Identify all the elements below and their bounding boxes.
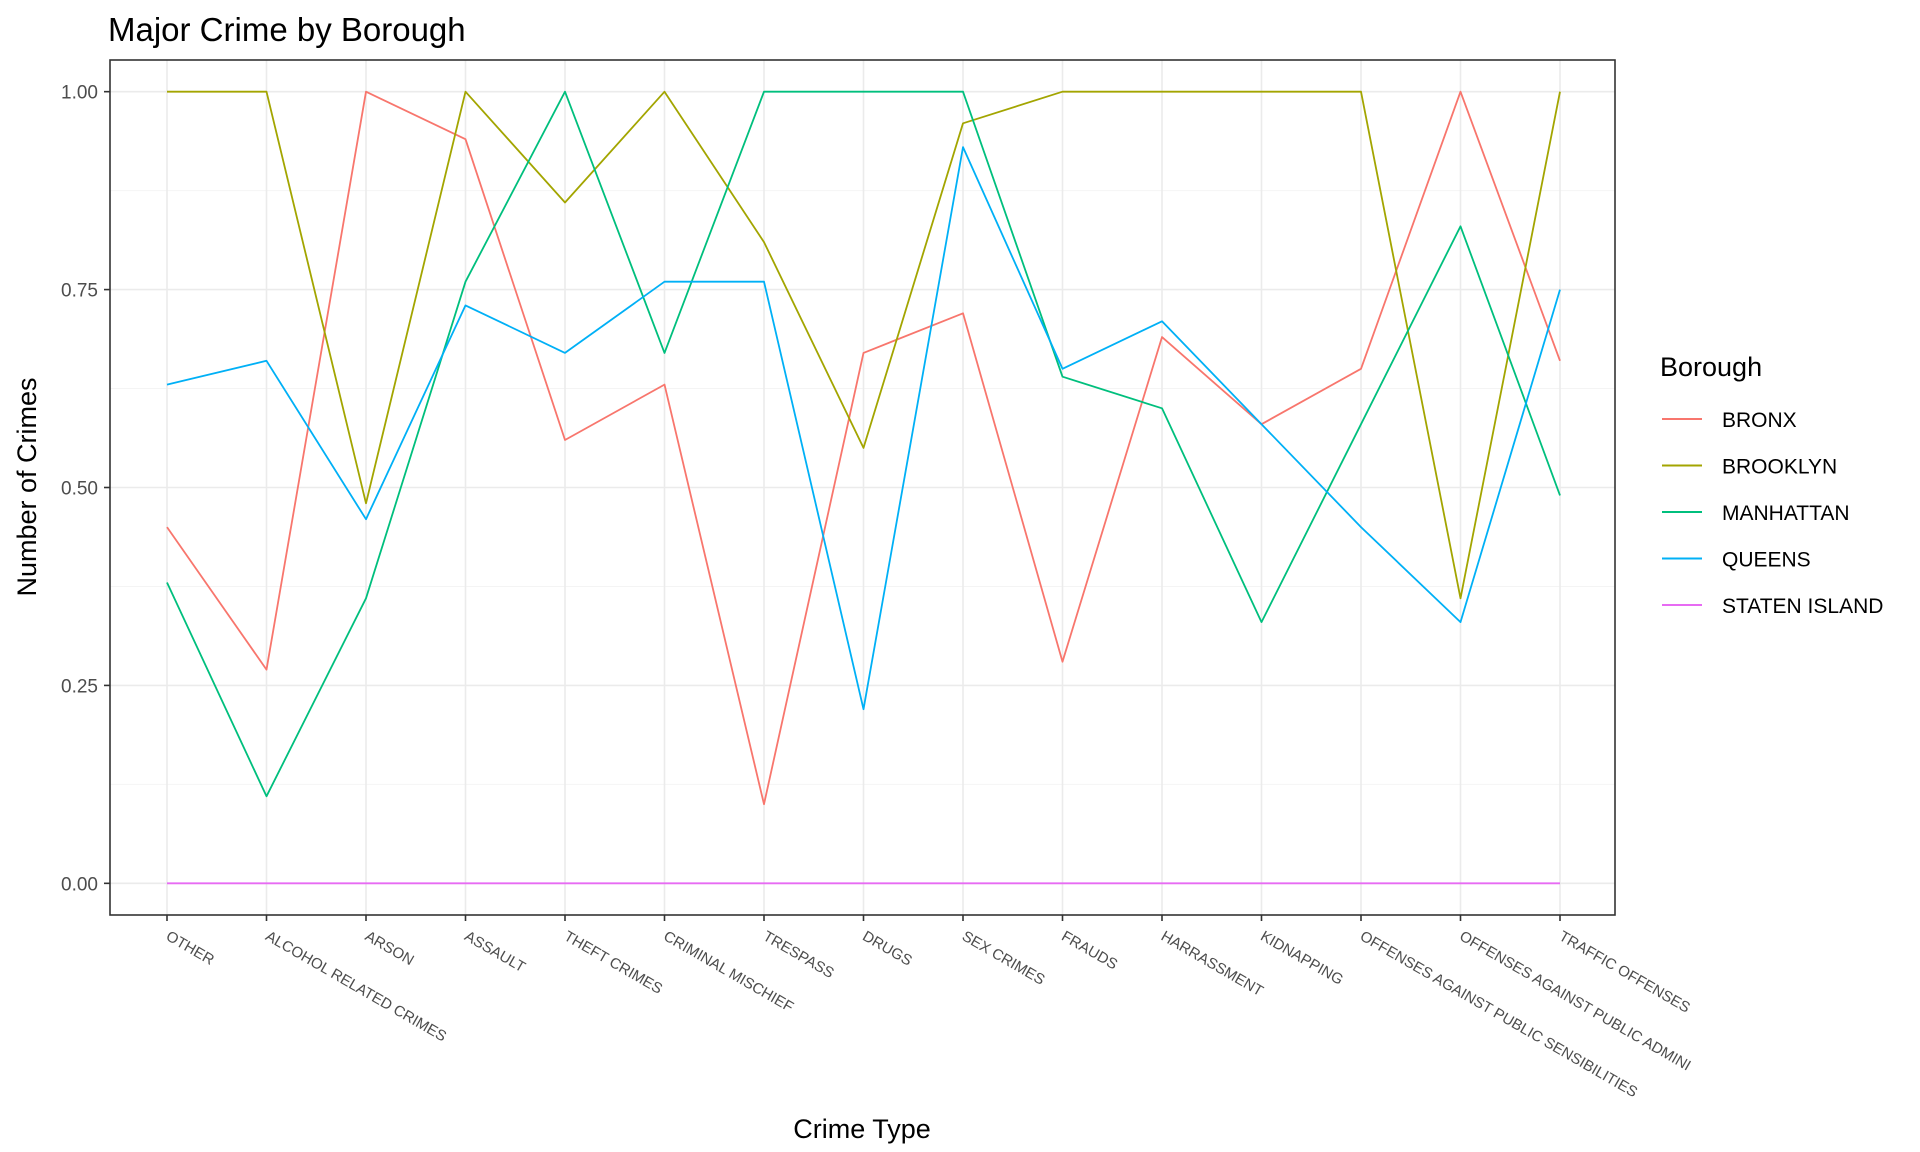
legend-label: QUEENS (1722, 549, 1811, 572)
y-tick-label: 1.00 (61, 83, 98, 104)
legend-label: STATEN ISLAND (1722, 595, 1883, 618)
y-tick-label: 0.75 (61, 281, 98, 302)
y-tick-label: 0.00 (61, 874, 98, 895)
y-axis-title: Number of Crimes (12, 377, 42, 596)
series-line-brooklyn (167, 90, 1561, 600)
legend: Borough BRONX BROOKLYN MANHATTAN QUEENS STAT… (1660, 352, 1883, 618)
series-lines (166, 90, 1561, 885)
series-line-queens (166, 146, 1561, 711)
minor-grid (110, 190, 1615, 785)
legend-label: BRONX (1722, 409, 1797, 432)
x-axis-title: Crime Type (793, 1114, 931, 1144)
chart-title: Major Crime by Borough (108, 11, 466, 48)
y-tick-label: 0.50 (61, 479, 98, 500)
legend-label: BROOKLYN (1722, 456, 1837, 479)
y-axis: 0.00 0.25 0.50 0.75 1.00 (61, 83, 110, 895)
y-tick-label: 0.25 (61, 676, 98, 697)
legend-title: Borough (1660, 352, 1762, 382)
series-line-manhattan (166, 90, 1561, 798)
legend-items: BRONX BROOKLYN MANHATTAN QUEENS STATEN ISLAN… (1662, 409, 1883, 618)
legend-label: MANHATTAN (1722, 502, 1850, 525)
series-line-bronx (166, 90, 1561, 806)
